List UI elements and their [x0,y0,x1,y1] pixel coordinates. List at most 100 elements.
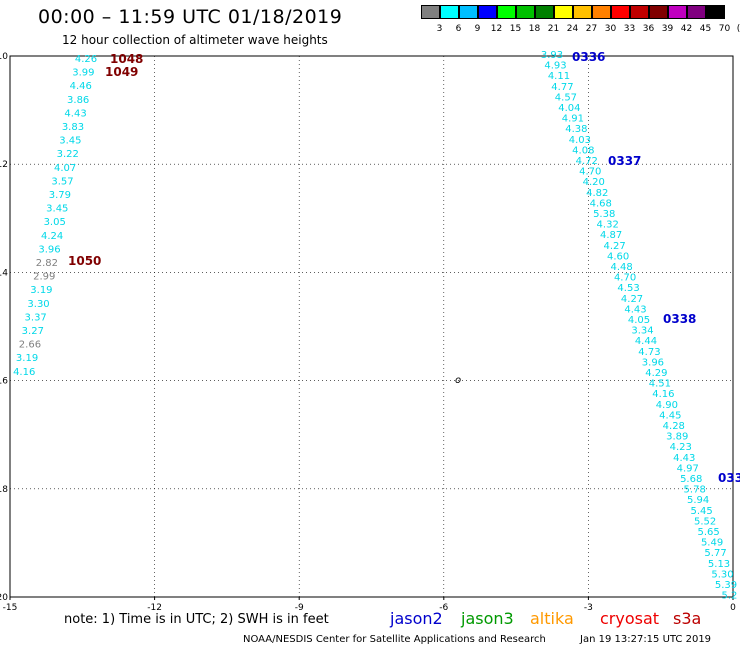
swh-value: 2.82 [36,258,58,269]
satellite-legend-altika: altika [530,609,574,628]
scale-label: 3 [436,24,443,34]
scale-label: 27 [585,24,598,34]
scale-label: 21 [547,24,560,34]
x-tick-label: -9 [295,603,304,613]
scale-label: 42 [680,24,693,34]
swh-value: 4.43 [673,453,695,464]
x-tick-label: 0 [730,603,736,613]
swh-value: 4.07 [54,163,76,174]
swh-value: 5.49 [701,538,723,549]
scale-swatch [649,5,668,19]
track-marker: o [455,375,461,386]
scale-label: 45 [699,24,712,34]
scale-label: 18 [528,24,541,34]
scale-swatch [478,5,497,19]
swh-value: 3.83 [62,122,84,133]
scale-swatch [592,5,611,19]
swh-value: 4.45 [659,410,681,421]
swh-value: 5.45 [691,506,713,517]
scale-swatch [421,5,440,19]
swh-value: 4.28 [663,421,685,432]
swh-value: 4.70 [579,167,601,178]
swh-value: 4.29 [645,368,667,379]
swh-value: 4.43 [64,108,86,119]
swh-value: 4.57 [555,92,577,103]
swh-value: 2.66 [19,340,41,351]
swh-value: 5.65 [697,527,719,538]
swh-value: 3.19 [16,353,38,364]
swh-value: 4.77 [551,82,573,93]
pass-time-label: 033 [718,471,740,485]
pass-time-label: 0337 [608,154,641,168]
satellite-legend-jason2: jason2 [390,609,443,628]
swh-value: 4.73 [638,347,660,358]
swh-value: 4.72 [576,156,598,167]
swh-value: 4.51 [649,379,671,390]
swh-value: 3.34 [631,326,653,337]
scale-swatch [440,5,459,19]
scale-label: 15 [509,24,522,34]
scale-swatch [668,5,687,19]
scale-swatch [706,5,725,19]
swh-value: 4.26 [75,54,97,65]
swh-value: 3.86 [67,95,89,106]
scale-swatch [554,5,573,19]
swh-value: 4.05 [628,315,650,326]
swh-value: 3.96 [642,357,664,368]
swh-value: 3.19 [30,285,52,296]
swh-value: 5.52 [694,516,716,527]
satellite-legend-cryosat: cryosat [600,609,660,628]
swh-value: 4.27 [604,241,626,252]
satellite-legend-jason3: jason3 [461,609,514,628]
scale-label: 24 [566,24,579,34]
y-tick-label: -18 [0,485,8,495]
swh-value: 4.60 [607,251,629,262]
scale-label: 9 [474,24,481,34]
swh-value: 3.05 [44,217,66,228]
pass-time-label: 1048 [110,52,143,66]
swh-value: 3.22 [57,149,79,160]
swh-value: 4.08 [572,145,594,156]
page-title: 00:00 – 11:59 UTC 01/18/2019 [38,6,343,28]
swh-value: 4.32 [597,220,619,231]
scale-swatch [573,5,592,19]
swh-value: 3.57 [51,176,73,187]
swh-value: 4.87 [600,230,622,241]
swh-value: 4.20 [583,177,605,188]
swh-value: 5.39 [715,580,737,591]
swh-value: 4.90 [656,400,678,411]
swh-value: 3.89 [666,432,688,443]
y-tick-label: -16 [0,377,8,387]
scale-swatch [497,5,516,19]
swh-value: 4.04 [558,103,580,114]
swh-value: 2.99 [33,272,55,283]
swh-value: 4.48 [610,262,632,273]
swh-value: 5.30 [711,569,733,580]
x-tick-label: -3 [584,603,593,613]
pass-time-label: 1049 [105,65,138,79]
map-frame [9,55,734,598]
swh-value: 3.37 [25,312,47,323]
swh-value: 4.23 [670,442,692,453]
swh-value: 5.2 [722,591,738,602]
scale-label: 12 [490,24,503,34]
scale-swatch [630,5,649,19]
swh-value: 4.68 [590,198,612,209]
swh-value: 4.46 [70,81,92,92]
satellite-legend-s3a: s3a [673,609,702,628]
scale-swatch [535,5,554,19]
swh-value: 4.24 [41,231,63,242]
swh-value: 4.93 [544,61,566,72]
swh-value: 4.97 [677,463,699,474]
swh-value: 3.30 [27,299,49,310]
pass-time-label: 0336 [572,50,605,64]
scale-label: 39 [661,24,674,34]
swh-value: 4.38 [565,124,587,135]
scale-label: 70 [718,24,731,34]
scale-swatch [611,5,630,19]
y-tick-label: -14 [0,268,8,278]
footer-note: note: 1) Time is in UTC; 2) SWH is in fe… [64,612,329,627]
swh-value: 5.68 [680,474,702,485]
swh-value: 5.94 [687,495,709,506]
pass-time-label: 0338 [663,312,696,326]
